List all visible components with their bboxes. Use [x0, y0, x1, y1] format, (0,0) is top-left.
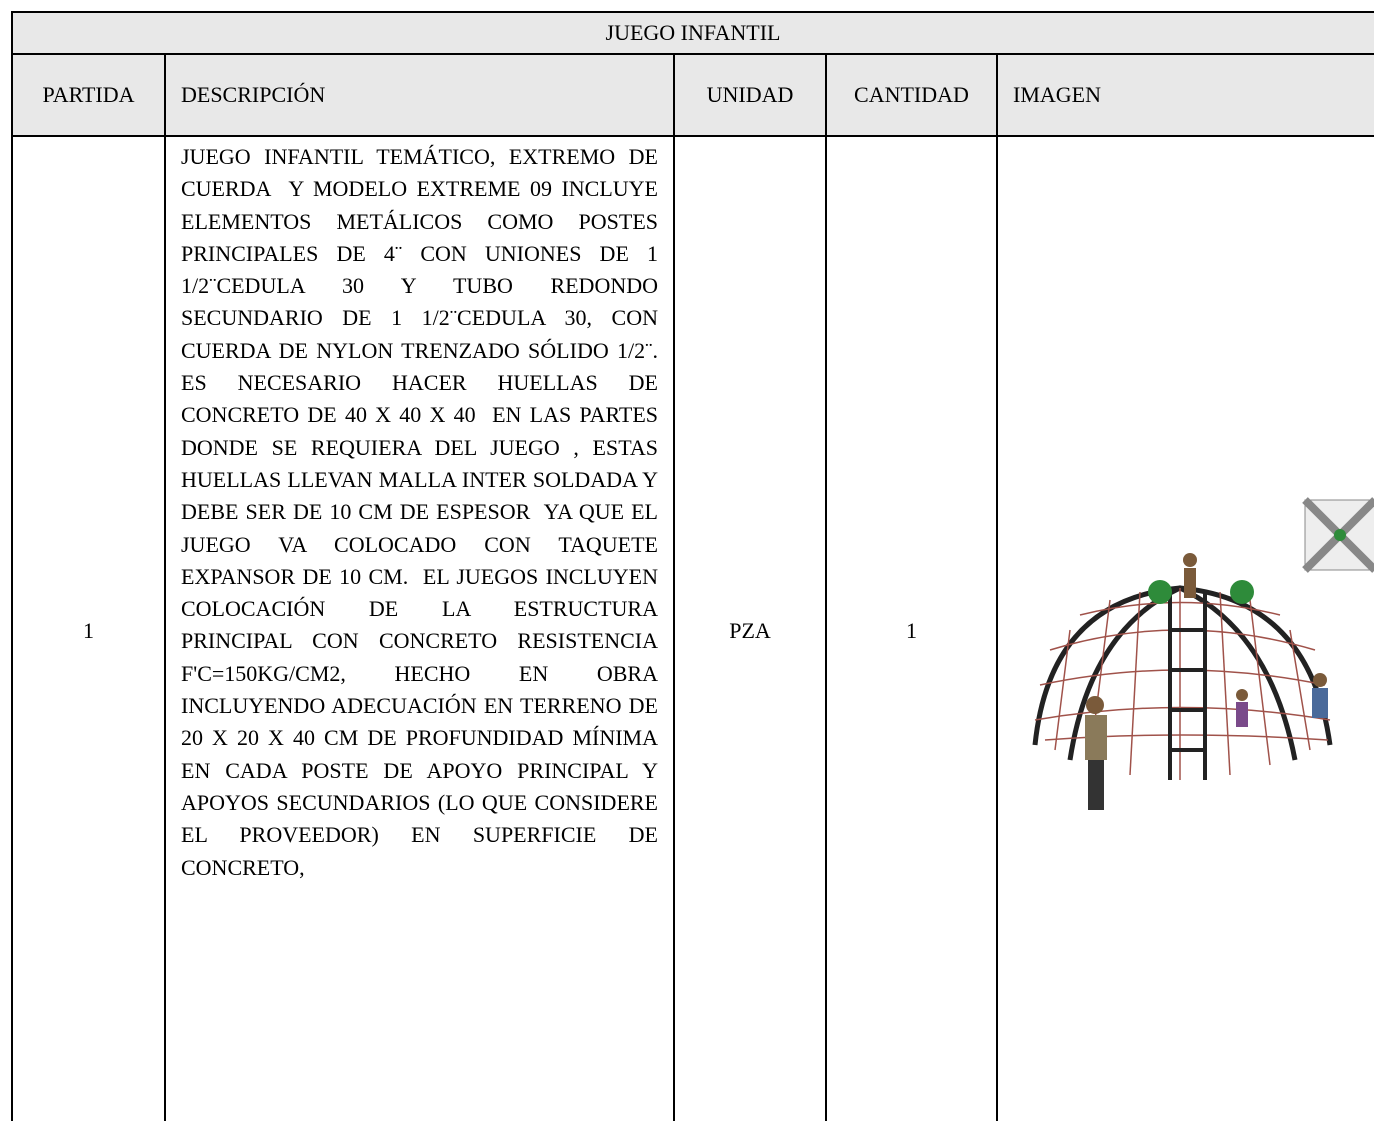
partida: 1 [83, 618, 94, 643]
header-text: PARTIDA [42, 82, 135, 107]
header-row [12, 54, 1374, 136]
border [825, 53, 827, 1121]
header-text: UNIDAD [706, 82, 794, 107]
border [11, 11, 1374, 13]
header-cell: IMAGEN [1013, 54, 1313, 136]
border [673, 53, 675, 1121]
header-text: DESCRIPCIÓN [181, 82, 326, 107]
border [164, 53, 166, 1121]
border [11, 53, 1374, 55]
header-text: CANTIDAD [854, 82, 969, 107]
border [996, 53, 998, 1121]
border [11, 135, 1374, 137]
header-cell: UNIDAD [674, 54, 826, 136]
header-text: IMAGEN [1013, 82, 1101, 107]
header-cell: PARTIDA [12, 54, 165, 136]
header-cell: DESCRIPCIÓN [181, 54, 661, 136]
unidad: PZA [729, 618, 771, 643]
title-cell: JUEGO INFANTIL [12, 12, 1374, 54]
table-title: JUEGO INFANTIL [605, 20, 781, 45]
description: JUEGO INFANTIL TEMÁTICO, EXTREMO DE CUER… [181, 144, 664, 880]
border [11, 11, 13, 1121]
body-cell: 1 [826, 136, 997, 1121]
cantidad: 1 [906, 618, 917, 643]
header-cell: CANTIDAD [826, 54, 997, 136]
product-image [1032, 497, 1374, 810]
body-cell: 1 [12, 136, 165, 1121]
body-cell: PZA [674, 136, 826, 1121]
